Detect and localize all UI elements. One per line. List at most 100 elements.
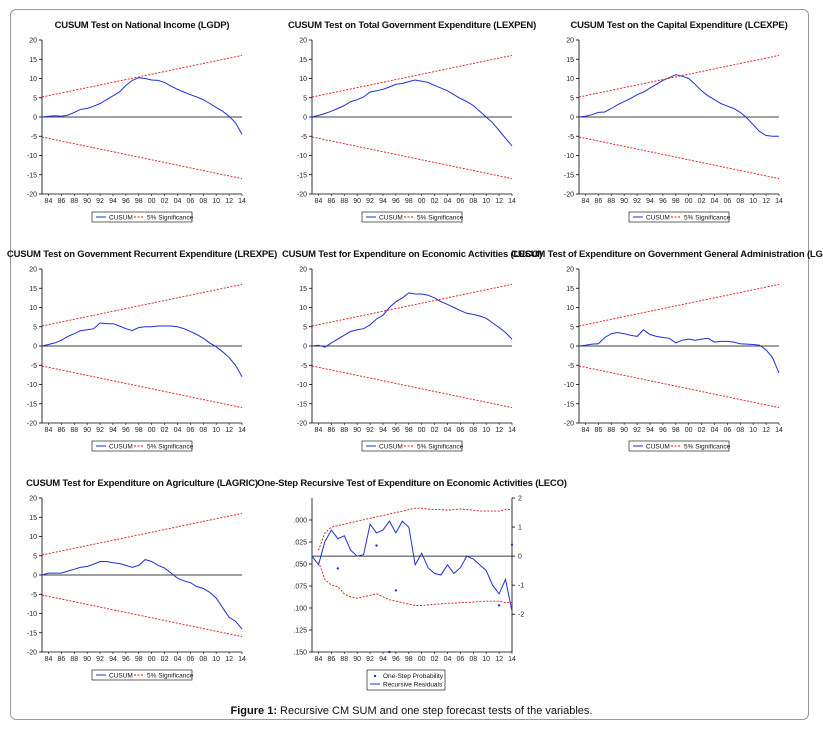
y-tick-label: 20	[566, 38, 574, 45]
y-tick-label: 10	[29, 534, 37, 541]
chart-title: CUSUM Test for Expenditure on Agricultur…	[26, 478, 258, 489]
left-tick-label: .125	[293, 628, 307, 635]
chart-panel-5: CUSUM Test for Expenditure on Economic A…	[282, 245, 542, 465]
significance-band	[578, 54, 780, 98]
x-tick-label: 06	[456, 656, 464, 663]
x-tick-label: 88	[340, 656, 348, 663]
chart-title: CUSUM Test on Government Recurrent Expen…	[7, 249, 277, 260]
x-tick-label: 10	[212, 656, 220, 663]
x-tick-label: 02	[161, 198, 169, 205]
x-tick-label: 12	[762, 198, 770, 205]
chart-svg: CUSUM Test on Total Government Expenditu…	[288, 20, 536, 223]
x-tick-label: 88	[340, 198, 348, 205]
x-tick-label: 96	[392, 427, 400, 434]
y-tick-label: -15	[564, 172, 574, 179]
x-tick-label: 92	[633, 198, 641, 205]
x-tick-label: 06	[186, 656, 194, 663]
significance-band	[578, 365, 780, 409]
y-tick-label: -15	[27, 172, 37, 179]
x-tick-label: 94	[109, 198, 117, 205]
y-tick-label: -15	[297, 401, 307, 408]
y-tick-label: 15	[299, 57, 307, 64]
y-tick-label: 10	[566, 76, 574, 83]
x-tick-label: 14	[238, 427, 246, 434]
y-tick-label: -10	[564, 382, 574, 389]
legend-label-cusum: CUSUM	[379, 444, 403, 451]
x-tick-label: 98	[405, 427, 413, 434]
cusum-line	[578, 329, 780, 374]
left-tick-label: .050	[293, 562, 307, 569]
x-tick-label: 00	[148, 198, 156, 205]
y-tick-label: 15	[29, 286, 37, 293]
right-tick-label: 0	[518, 554, 522, 561]
x-tick-label: 12	[762, 427, 770, 434]
chart-svg: CUSUM Test for Expenditure on Agricultur…	[26, 478, 258, 681]
x-tick-label: 06	[723, 427, 731, 434]
chart-svg: CUSUM Test on Government Recurrent Expen…	[7, 249, 277, 452]
significance-band	[41, 54, 243, 98]
x-tick-label: 14	[775, 198, 783, 205]
x-tick-label: 02	[431, 427, 439, 434]
x-tick-label: 98	[135, 656, 143, 663]
significance-band	[41, 136, 243, 180]
x-tick-label: 84	[315, 198, 323, 205]
y-tick-label: 15	[29, 515, 37, 522]
x-tick-label: 90	[353, 656, 361, 663]
y-tick-label: 5	[303, 95, 307, 102]
legend-label-band: 5% Significance	[417, 215, 464, 222]
y-tick-label: 20	[299, 267, 307, 274]
y-tick-label: -15	[297, 172, 307, 179]
x-tick-label: 92	[96, 198, 104, 205]
x-tick-label: 84	[582, 427, 590, 434]
y-tick-label: 20	[29, 267, 37, 274]
x-tick-label: 94	[646, 198, 654, 205]
legend-label-cusum: CUSUM	[109, 444, 133, 451]
legend-label-band: 5% Significance	[147, 673, 194, 680]
x-tick-label: 10	[212, 198, 220, 205]
x-tick-label: 84	[582, 198, 590, 205]
y-tick-label: 10	[299, 305, 307, 312]
x-tick-label: 04	[711, 198, 719, 205]
y-tick-label: 10	[566, 305, 574, 312]
y-tick-label: -5	[31, 592, 37, 599]
chart-panel-4: CUSUM Test on Government Recurrent Expen…	[7, 245, 277, 465]
cusum-line	[41, 559, 243, 630]
x-tick-label: 12	[495, 198, 503, 205]
x-tick-label: 06	[456, 427, 464, 434]
y-tick-label: -20	[27, 650, 37, 657]
chart-panel-6: CUSUM Test of Expenditure on Government …	[511, 245, 823, 465]
x-tick-label: 00	[418, 427, 426, 434]
x-tick-label: 90	[83, 198, 91, 205]
x-tick-label: 00	[148, 656, 156, 663]
x-tick-label: 88	[607, 198, 615, 205]
figure-frame	[10, 9, 809, 720]
x-tick-label: 02	[161, 656, 169, 663]
x-tick-label: 08	[199, 656, 207, 663]
x-tick-label: 04	[711, 427, 719, 434]
x-tick-label: 12	[225, 656, 233, 663]
y-tick-label: -10	[297, 153, 307, 160]
probability-point	[375, 544, 378, 547]
chart-title: One-Step Recursive Test of Expenditure o…	[257, 478, 566, 489]
x-tick-label: 88	[340, 427, 348, 434]
x-tick-label: 00	[685, 198, 693, 205]
probability-point	[388, 650, 391, 654]
chart-panel-1: CUSUM Test on National Income (LGDP) -20 -…	[12, 16, 272, 236]
left-tick-label: .000	[293, 518, 307, 525]
y-tick-label: 5	[570, 324, 574, 331]
x-tick-label: 10	[749, 198, 757, 205]
y-tick-label: -20	[27, 192, 37, 199]
left-tick-label: .150	[293, 650, 307, 657]
y-tick-label: -10	[27, 611, 37, 618]
legend-label-band: 5% Significance	[147, 215, 194, 222]
x-tick-label: 04	[444, 427, 452, 434]
x-tick-label: 84	[45, 656, 53, 663]
significance-band	[311, 54, 513, 98]
x-tick-label: 14	[508, 198, 516, 205]
x-tick-label: 02	[698, 427, 706, 434]
x-tick-label: 96	[659, 427, 667, 434]
y-tick-label: 0	[33, 573, 37, 580]
x-tick-label: 94	[109, 656, 117, 663]
x-tick-label: 96	[659, 198, 667, 205]
y-tick-label: -15	[564, 401, 574, 408]
